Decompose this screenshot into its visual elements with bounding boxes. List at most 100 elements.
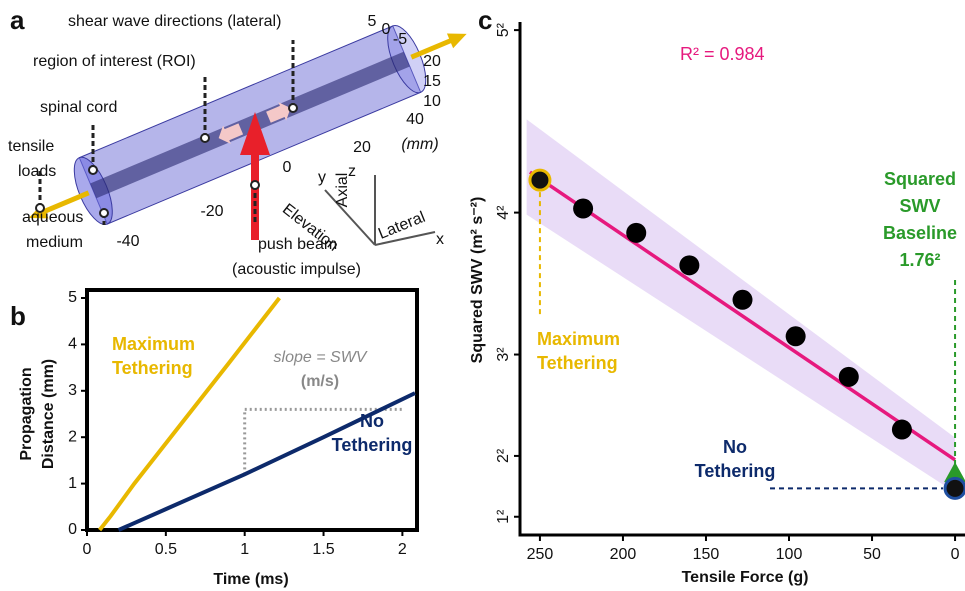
baseline-label: SWV xyxy=(899,196,940,216)
x-tick-label: 100 xyxy=(776,546,803,563)
diagram-tick-label: 20 xyxy=(423,53,441,70)
x-tick-label: 1.5 xyxy=(312,541,334,558)
series-label: Tethering xyxy=(332,435,413,455)
load-arrow xyxy=(410,37,454,60)
axes xyxy=(518,22,965,537)
x-tick-label: 2 xyxy=(398,541,407,558)
max-tethering-label: Tethering xyxy=(537,353,618,373)
diagram-label: aqueous xyxy=(22,209,83,226)
diagram-label: tensile xyxy=(8,138,54,155)
panel-b: 0 0.5 1 1.5 2 0 1 2 3 4 5 Time (ms) Propagation Dista… xyxy=(18,288,419,588)
panel-label: c xyxy=(478,5,492,35)
x-axis-title: Time (ms) xyxy=(213,571,288,588)
data-point xyxy=(626,222,647,243)
diagram-tick-label: 40 xyxy=(406,111,424,128)
line-series xyxy=(117,391,416,532)
x-tick-label: 0 xyxy=(951,546,960,563)
diagram-tick-label: 15 xyxy=(423,73,441,90)
y-tick-label: 1 xyxy=(68,475,77,492)
baseline-label: 1.76² xyxy=(899,250,940,270)
diagram-label: medium xyxy=(26,234,83,251)
y-tick-label: 5² xyxy=(495,22,512,37)
r-squared: R² = 0.984 xyxy=(680,44,765,64)
y-tick-label: 4 xyxy=(68,336,77,353)
x-tick-label: 150 xyxy=(693,546,720,563)
series-label: Maximum xyxy=(112,334,195,354)
y-tick-label: 3 xyxy=(68,382,77,399)
diagram-tick-label: -5 xyxy=(393,31,407,48)
diagram-label: spinal cord xyxy=(40,99,117,116)
diagram-tick-label: 10 xyxy=(423,93,441,110)
diagram-label: shear wave directions (lateral) xyxy=(68,13,281,30)
shear-arrow xyxy=(218,123,244,144)
y-tick-label: 2² xyxy=(495,448,512,463)
data-point xyxy=(838,366,859,387)
baseline-point xyxy=(944,462,965,483)
no-tethering-label: Tethering xyxy=(695,461,776,481)
diagram-tick-label: 0 xyxy=(382,21,391,38)
panel-label: b xyxy=(10,301,26,331)
slope-unit: (m/s) xyxy=(301,373,339,390)
y-tick-label: 1² xyxy=(495,509,512,524)
y-tick-label: 2 xyxy=(68,428,77,445)
diagram-tick-label: 0 xyxy=(283,159,292,176)
diagram-label: region of interest (ROI) xyxy=(33,53,196,70)
fit-line xyxy=(528,170,957,462)
diagram-label: y xyxy=(318,169,326,186)
baseline-label: Squared xyxy=(884,169,956,189)
no-tethering-point xyxy=(943,476,965,500)
baseline-label: Baseline xyxy=(883,223,957,243)
slope-label: slope = SWV xyxy=(274,349,368,366)
plot-frame xyxy=(85,288,419,532)
pointer-dots xyxy=(35,103,298,218)
coordinate-axes xyxy=(324,175,436,246)
x-tick-label: 0 xyxy=(83,541,92,558)
y-axis-title: Squared SWV (m² s⁻²) xyxy=(469,197,486,364)
y-axis-title: Propagation xyxy=(18,367,35,460)
shear-arrow xyxy=(266,102,291,123)
x-axis-title: Tensile Force (g) xyxy=(682,569,809,586)
series-label: No xyxy=(360,411,384,431)
x-tick-label: 200 xyxy=(610,546,637,563)
y-tick-label: 5 xyxy=(68,289,77,306)
diagram-label: push beam xyxy=(258,236,337,253)
panel-label: a xyxy=(10,5,25,35)
diagram-tick-label: 5 xyxy=(368,13,377,30)
diagram-tick-label: 20 xyxy=(353,139,371,156)
diagram-tick-label: -40 xyxy=(116,233,139,250)
diagram-label: z xyxy=(348,163,356,180)
data-point xyxy=(891,419,912,440)
spinal-cord xyxy=(90,51,410,199)
data-point xyxy=(785,326,806,347)
panel-c: 250 200 150 100 50 0 1² 2² 3² 4² 5² Tensile Force (… xyxy=(469,22,965,586)
data-point xyxy=(679,255,700,276)
diagram-label: x xyxy=(436,231,444,248)
data-point xyxy=(573,198,594,219)
no-tethering-label: No xyxy=(723,437,747,457)
load-arrow xyxy=(41,190,90,215)
diagram-label: Axial xyxy=(334,173,351,208)
x-tick-label: 0.5 xyxy=(155,541,177,558)
x-tick-label: 50 xyxy=(863,546,881,563)
max-tethering-label: Maximum xyxy=(537,329,620,349)
push-beam xyxy=(240,112,270,155)
data-point xyxy=(732,289,753,310)
diagram-labels: shear wave directions (lateral) region of… xyxy=(8,13,444,278)
diagram-label: loads xyxy=(18,163,56,180)
diagram-label: (acoustic impulse) xyxy=(232,261,361,278)
slope-guide xyxy=(243,407,403,475)
x-tick-label: 250 xyxy=(527,546,554,563)
series-label: Tethering xyxy=(112,358,193,378)
line-series xyxy=(98,296,281,532)
diagram-label: (mm) xyxy=(401,136,438,153)
y-axis-title: Distance (mm) xyxy=(40,359,57,469)
y-tick-label: 0 xyxy=(68,521,77,538)
cylinder-diagram xyxy=(28,24,467,246)
diagram-label: Lateral xyxy=(376,209,428,243)
max-tethering-point xyxy=(528,168,552,192)
diagram-tick-label: -20 xyxy=(200,203,223,220)
y-tick-label: 4² xyxy=(495,205,512,220)
y-tick-label: 3² xyxy=(495,347,512,362)
x-tick-label: 1 xyxy=(240,541,249,558)
